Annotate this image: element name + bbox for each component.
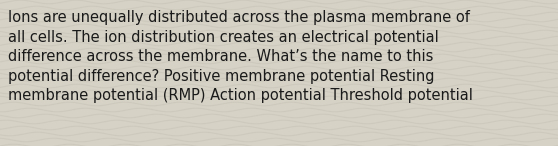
Text: Ions are unequally distributed across the plasma membrane of
all cells. The ion : Ions are unequally distributed across th…: [8, 10, 473, 103]
